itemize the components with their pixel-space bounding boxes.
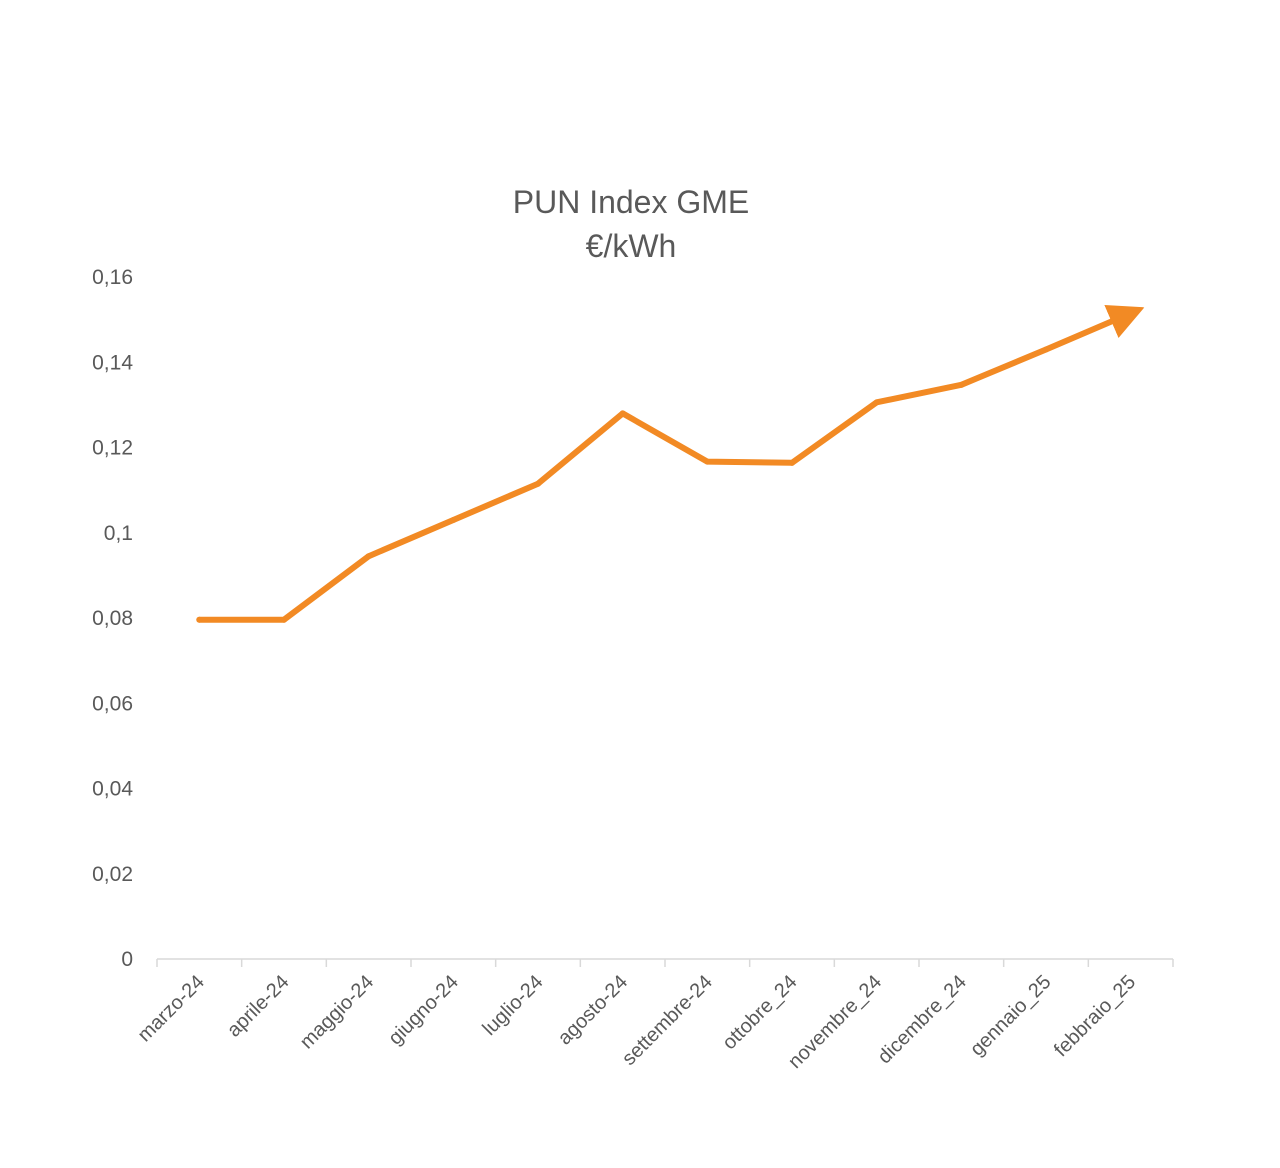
y-tick-label: 0,06 xyxy=(92,692,133,715)
data-point xyxy=(619,410,626,417)
x-tick-label: settembre-24 xyxy=(618,971,717,1070)
y-tick-label: 0,1 xyxy=(104,522,133,545)
data-point xyxy=(365,553,372,560)
y-axis: 0 0,02 0,04 0,06 0,08 0,1 0,12 0,14 0,16 xyxy=(92,266,133,971)
y-tick-label: 0,04 xyxy=(92,778,133,801)
x-tick-label: gennaio_25 xyxy=(966,971,1055,1060)
y-tick-label: 0 xyxy=(121,948,133,971)
series-line xyxy=(196,304,1145,623)
y-tick-label: 0,02 xyxy=(92,863,133,886)
data-point xyxy=(1127,310,1134,317)
y-tick-label: 0,12 xyxy=(92,437,133,460)
data-point xyxy=(196,616,203,623)
y-tick-label: 0,14 xyxy=(92,351,133,374)
chart-subtitle: €/kWh xyxy=(586,228,677,264)
x-axis: marzo-24 aprile-24 maggio-24 giugno-24 lugli… xyxy=(134,958,1174,1073)
data-point xyxy=(281,616,287,623)
y-tick-label: 0,08 xyxy=(92,607,133,630)
x-tick-label: giugno-24 xyxy=(384,971,462,1049)
x-tick-label: febbraio_25 xyxy=(1050,971,1140,1061)
x-tick-label: agosto-24 xyxy=(554,971,632,1049)
x-tick-label: marzo-24 xyxy=(134,971,209,1046)
data-point xyxy=(450,516,457,523)
x-tick-label: aprile-24 xyxy=(223,971,294,1042)
y-tick-label: 0,16 xyxy=(92,266,133,289)
data-point xyxy=(535,480,541,487)
x-tick-label: luglio-24 xyxy=(479,971,548,1040)
series-layer xyxy=(196,304,1145,623)
data-point xyxy=(958,381,965,388)
data-point xyxy=(873,399,880,406)
data-point xyxy=(789,459,795,466)
data-point xyxy=(704,458,711,465)
x-tick-label: maggio-24 xyxy=(296,971,378,1053)
data-point xyxy=(1043,346,1049,353)
chart-title: PUN Index GME xyxy=(513,184,750,220)
x-tick-label: ottobre_24 xyxy=(718,971,801,1054)
x-tick-label: dicembre_24 xyxy=(874,971,971,1068)
